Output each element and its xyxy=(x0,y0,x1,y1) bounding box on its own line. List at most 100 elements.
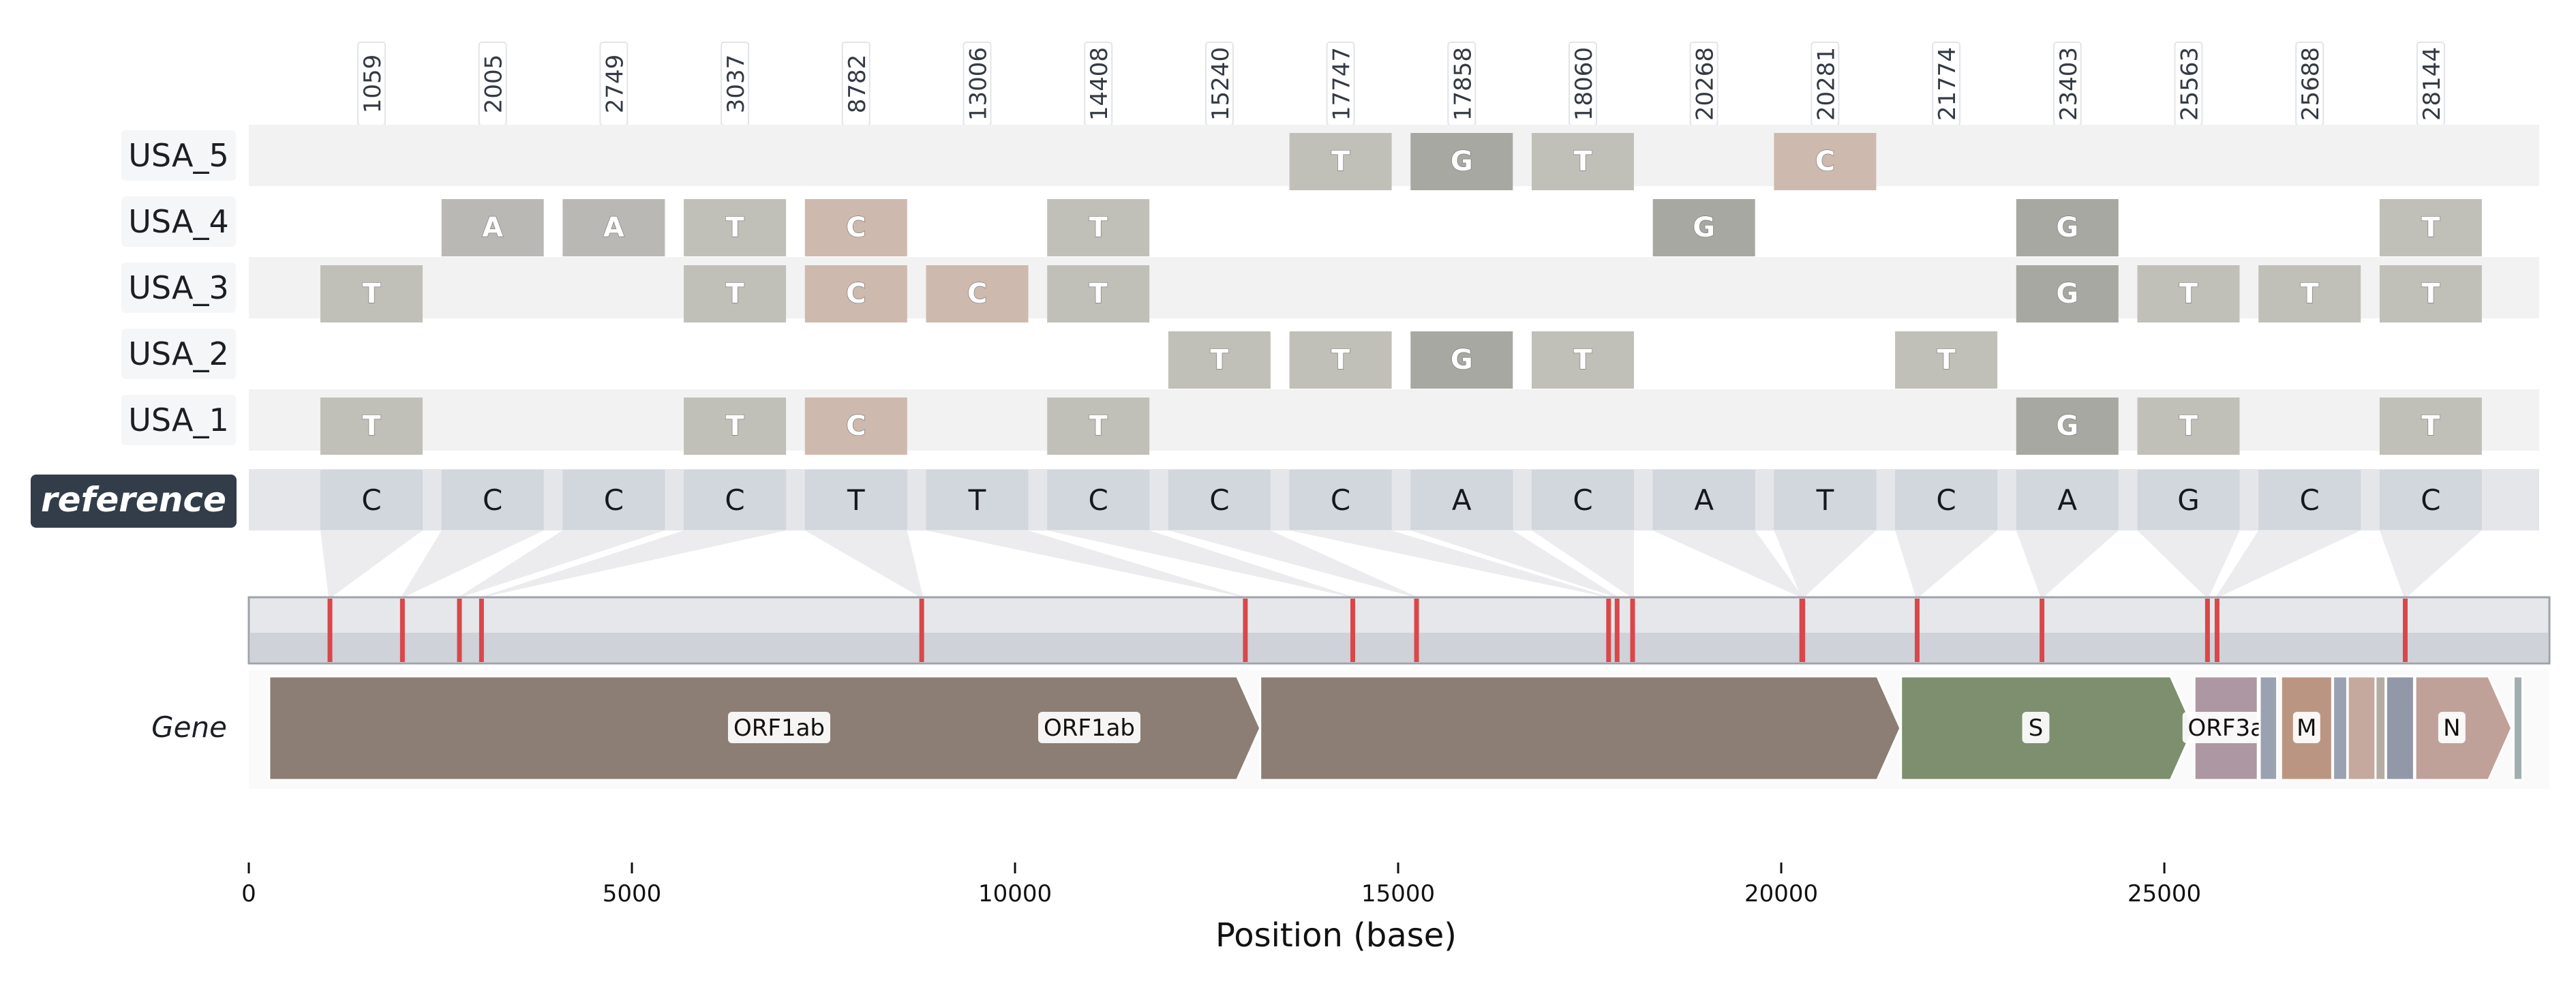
x-tick-label: 0 xyxy=(241,880,256,907)
sample-row-background xyxy=(249,125,2539,186)
reference-cell xyxy=(2258,470,2361,530)
variant-cell xyxy=(1652,199,1755,256)
position-connector xyxy=(1289,530,1610,597)
variant-cell xyxy=(1047,199,1150,256)
variant-cell xyxy=(804,199,907,256)
gene-label-box xyxy=(2182,712,2270,743)
sample-label-box xyxy=(121,395,236,445)
reference-base: C xyxy=(2300,483,2320,517)
variant-cell xyxy=(2379,265,2482,322)
gene-label-box xyxy=(1038,712,1140,743)
variant-cell xyxy=(926,265,1029,322)
sample-label: USA_4 xyxy=(128,203,228,240)
reference-base: C xyxy=(1936,483,1956,517)
position-label: 14408 xyxy=(1086,47,1113,121)
variant-base: G xyxy=(2056,410,2078,442)
x-tick-label: 10000 xyxy=(978,880,1052,907)
reference-cell xyxy=(1532,470,1634,530)
variant-base: G xyxy=(2056,212,2078,243)
position-label: 28144 xyxy=(2419,47,2446,121)
position-connector xyxy=(480,530,787,597)
variant-cell xyxy=(1047,397,1150,455)
variant-base: T xyxy=(1210,344,1229,376)
reference-base: G xyxy=(2177,483,2200,517)
position-connector xyxy=(320,530,423,597)
sample-label: USA_5 xyxy=(128,137,228,174)
variant-base: G xyxy=(1451,146,1473,177)
reference-base: T xyxy=(847,483,865,517)
position-headers: 1059 2005 2749 3037 8782 13006 14408 15240 17747… xyxy=(357,42,2446,126)
reference-cell xyxy=(926,470,1029,530)
position-connector xyxy=(1895,530,1998,597)
position-connector xyxy=(2137,530,2240,597)
position-connector xyxy=(1532,530,1635,597)
x-tick-label: 25000 xyxy=(2127,880,2201,907)
position-connector xyxy=(926,530,1247,597)
genome-overview-track xyxy=(247,596,2551,665)
reference-base: C xyxy=(1089,483,1108,517)
variant-cell xyxy=(684,199,787,256)
variant-cell xyxy=(2258,265,2361,322)
gene-label-box xyxy=(2022,712,2050,743)
gene-track: Gene ORF1ab ORF1ab S ORF3a M N xyxy=(151,670,2549,789)
reference-base: C xyxy=(361,483,381,517)
position-label: 2005 xyxy=(481,55,508,114)
reference-base: T xyxy=(968,483,986,517)
variant-cell xyxy=(2016,397,2119,455)
variant-cell xyxy=(441,199,544,256)
position-label: 1059 xyxy=(359,55,387,114)
variant-cell xyxy=(320,265,423,322)
reference-label: reference xyxy=(41,480,226,520)
sample-row-background xyxy=(249,323,2539,385)
variant-base: T xyxy=(725,410,744,442)
position-connector xyxy=(401,530,544,597)
reference-cell xyxy=(441,470,544,530)
gene-feature xyxy=(2374,675,2387,781)
variant-cell xyxy=(1774,133,1877,190)
position-label: 15240 xyxy=(1207,47,1234,121)
gene-feature xyxy=(2512,675,2524,781)
gene-label: N xyxy=(2443,715,2460,742)
reference-cell xyxy=(1047,470,1150,530)
variant-cell xyxy=(2137,397,2240,455)
gene-label-box xyxy=(2438,712,2466,743)
x-axis-title: Position (base) xyxy=(1215,916,1457,955)
genome-bar-lower xyxy=(250,633,2548,662)
sample-label: USA_2 xyxy=(128,335,228,372)
position-connector xyxy=(2016,530,2119,597)
variant-cell xyxy=(1289,331,1392,389)
variant-base: T xyxy=(1331,146,1350,177)
reference-base: A xyxy=(2057,483,2077,517)
variant-base: A xyxy=(482,212,503,243)
x-tick-label: 20000 xyxy=(1744,880,1818,907)
variant-base: T xyxy=(2179,410,2198,442)
gene-feature xyxy=(1259,675,1902,781)
reference-cell xyxy=(2016,470,2119,530)
variant-base: T xyxy=(1573,146,1592,177)
variant-cell xyxy=(804,397,907,455)
variant-base: C xyxy=(967,278,987,310)
variant-base: T xyxy=(1331,344,1350,376)
position-label: 8782 xyxy=(844,55,871,114)
position-connector xyxy=(1047,530,1354,597)
reference-cell xyxy=(1652,470,1755,530)
variant-base: T xyxy=(1089,212,1108,243)
position-label: 23403 xyxy=(2055,47,2082,121)
position-connector xyxy=(1410,530,1619,597)
variant-base: T xyxy=(2179,278,2198,310)
reference-cell xyxy=(804,470,907,530)
position-connector xyxy=(1774,530,1877,597)
reference-cell xyxy=(1895,470,1998,530)
position-connector xyxy=(804,530,924,597)
reference-row: reference C C C C T T C C C A C A T C A G C C xyxy=(31,469,2539,530)
position-label: 25563 xyxy=(2177,47,2204,121)
variant-base: T xyxy=(2421,278,2440,310)
reference-cell xyxy=(1774,470,1877,530)
variant-cell xyxy=(1168,331,1271,389)
reference-cell xyxy=(562,470,665,530)
x-axis: Position (base) 0 5000 10000 15000 20000 2500… xyxy=(241,862,2201,955)
reference-base: C xyxy=(1331,483,1350,517)
variant-cell xyxy=(2137,265,2240,322)
sample-rows: USA_5 T G T C USA_4 A A T C T G G T USA_3 T T C C T G T T T USA_… xyxy=(121,125,2539,455)
